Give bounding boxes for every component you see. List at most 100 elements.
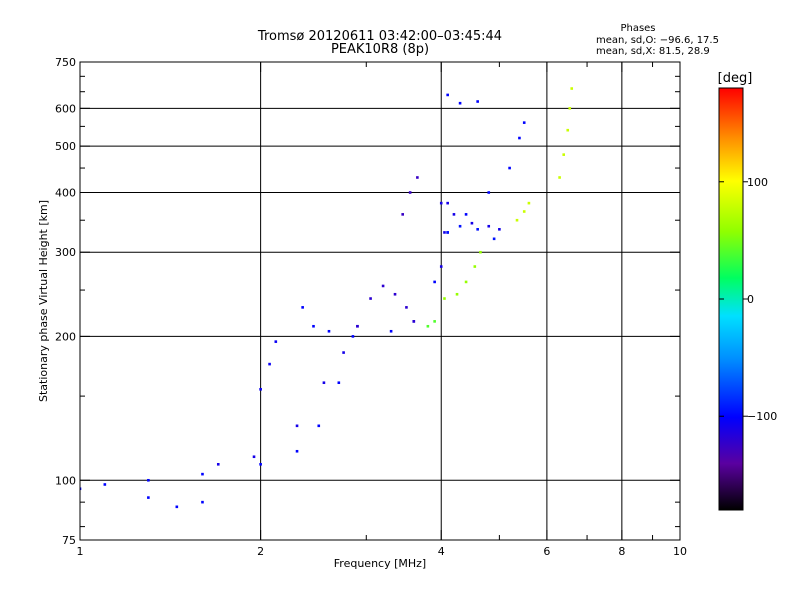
data-point: [439, 201, 443, 205]
y-axis-label: Stationary phase Virtual Height [km]: [37, 200, 50, 402]
x-axis-label: Frequency [MHz]: [334, 557, 426, 570]
data-point: [252, 455, 256, 459]
colorbar-label: [deg]: [718, 71, 753, 86]
y-tick-label: 600: [55, 102, 76, 115]
data-point: [522, 121, 526, 124]
data-point: [216, 463, 220, 466]
data-point: [317, 424, 321, 428]
data-point: [175, 505, 179, 509]
data-point: [558, 176, 561, 179]
data-point: [147, 496, 150, 499]
plot-grid: [80, 62, 680, 540]
data-point: [274, 340, 278, 343]
data-point: [369, 297, 372, 300]
data-point: [570, 87, 574, 90]
y-tick-label: 75: [62, 534, 76, 547]
data-point: [201, 500, 204, 504]
data-point: [412, 320, 416, 323]
data-point: [518, 136, 521, 140]
y-tick-label: 300: [55, 246, 76, 259]
plot-frame: [79, 61, 681, 541]
data-point: [487, 224, 491, 228]
data-point: [433, 280, 436, 284]
data-point: [259, 463, 262, 466]
data-point: [446, 231, 449, 234]
data-point: [446, 93, 449, 97]
data-point: [416, 176, 419, 179]
data-point: [103, 483, 107, 486]
tick-labels: 1 2 4 6 8 10 75 100 200 300 400 500 600 750: [55, 56, 687, 558]
data-point: [433, 320, 436, 323]
y-tick-label: 750: [55, 56, 76, 69]
phase-stats-o: mean, sd,O: −96.6, 17.5: [596, 35, 719, 46]
data-point: [492, 237, 496, 241]
data-point: [522, 210, 526, 213]
data-point: [458, 101, 462, 105]
data-point: [452, 213, 456, 216]
data-point: [322, 381, 326, 385]
colorbar-tick-label: 100: [747, 176, 768, 189]
data-point: [464, 280, 468, 284]
data-point: [259, 388, 262, 391]
data-point: [443, 297, 446, 300]
axis-ticks: [79, 61, 681, 541]
data-point: [562, 153, 566, 156]
scatter-points: [80, 87, 574, 509]
data-point: [295, 449, 299, 453]
phase-heading: Phases: [620, 23, 655, 34]
chart-title: Tromsø 20120611 03:42:00–03:45:44: [257, 29, 502, 44]
x-tick-label: 1: [77, 545, 84, 558]
data-point: [356, 324, 359, 328]
data-point: [295, 424, 299, 428]
data-point: [351, 335, 355, 338]
data-point: [443, 231, 446, 234]
data-point: [487, 191, 491, 194]
y-tick-label: 500: [55, 140, 76, 153]
data-point: [408, 191, 412, 194]
data-point: [527, 201, 531, 205]
colorbar-tick-label: −100: [747, 410, 777, 423]
data-point: [476, 228, 479, 231]
data-point: [147, 478, 150, 482]
data-point: [381, 284, 385, 288]
data-point: [566, 128, 570, 132]
x-tick-label: 4: [438, 545, 445, 558]
y-tick-label: 200: [55, 330, 76, 343]
data-point: [426, 324, 430, 328]
data-point: [470, 221, 474, 225]
colorbar-ticks: 100 0 −100: [719, 176, 777, 423]
data-point: [568, 107, 572, 110]
x-tick-label: 6: [543, 545, 550, 558]
data-point: [401, 213, 404, 216]
data-point: [458, 224, 462, 228]
data-point: [473, 265, 477, 268]
data-point: [389, 329, 393, 333]
x-tick-label: 2: [257, 545, 264, 558]
x-tick-label: 8: [618, 545, 625, 558]
data-point: [80, 487, 82, 491]
data-point: [301, 306, 304, 309]
data-point: [268, 362, 271, 366]
phase-stats-x: mean, sd,X: 81.5, 28.9: [596, 46, 710, 57]
data-point: [464, 213, 468, 216]
data-point: [327, 329, 331, 333]
y-tick-label: 100: [55, 474, 76, 487]
data-point: [476, 100, 479, 103]
x-tick-label: 10: [673, 545, 687, 558]
data-point: [312, 324, 315, 328]
data-point: [393, 292, 397, 296]
data-point: [439, 265, 443, 268]
data-point: [498, 228, 501, 231]
data-point: [337, 381, 341, 385]
data-point: [455, 292, 459, 296]
colorbar-tick-label: 0: [747, 293, 754, 306]
data-point: [405, 306, 408, 309]
data-point: [515, 218, 519, 222]
y-tick-label: 400: [55, 186, 76, 199]
chart-subtitle: PEAK10R8 (8p): [331, 42, 429, 57]
data-point: [201, 472, 204, 476]
data-point: [479, 250, 482, 254]
data-point: [508, 166, 511, 170]
data-point: [446, 201, 449, 205]
